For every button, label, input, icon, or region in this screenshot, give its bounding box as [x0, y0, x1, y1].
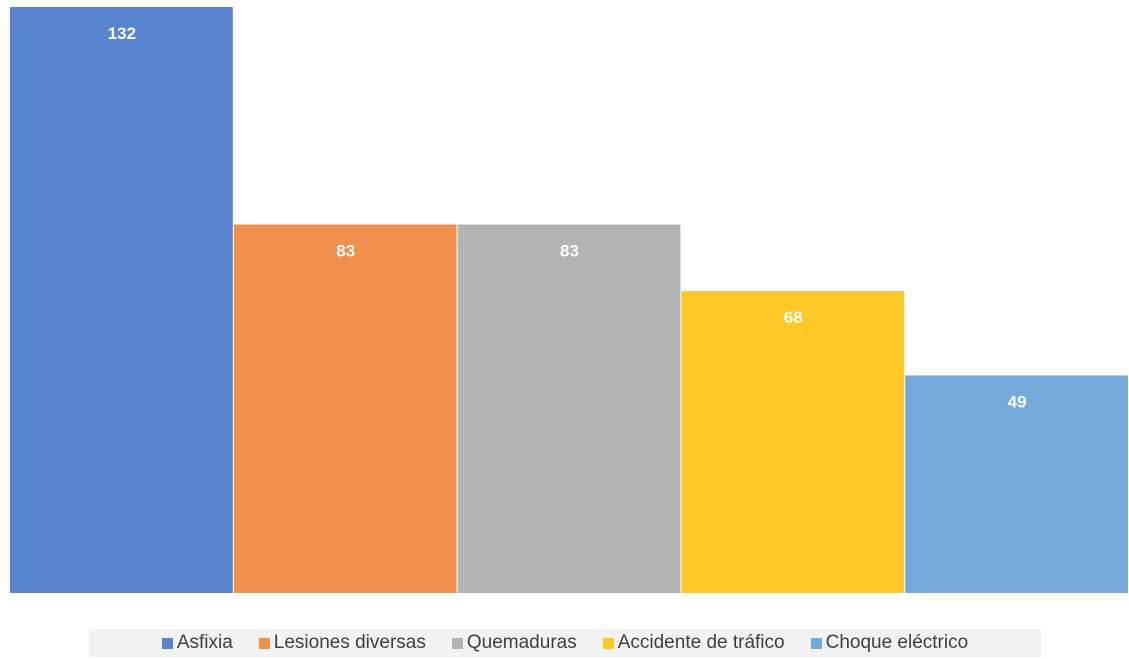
legend-swatch	[258, 637, 270, 649]
bar	[905, 375, 1128, 593]
value-label: 83	[336, 242, 355, 261]
bar	[457, 224, 681, 593]
bar	[10, 7, 233, 593]
legend-label: Quemaduras	[466, 632, 577, 653]
value-label: 132	[108, 24, 136, 43]
legend-item: Choque eléctrico	[810, 632, 969, 654]
legend-swatch	[810, 637, 822, 649]
chart: 132 83 83 68 49	[10, 7, 1128, 593]
legend: Asfixia Lesiones diversas Quemaduras Accide…	[89, 629, 1041, 657]
legend-item: Asfixia	[161, 632, 233, 654]
legend-swatch	[161, 637, 173, 649]
legend-item: Quemaduras	[451, 632, 577, 654]
legend-label: Accidente de tráfico	[617, 632, 785, 653]
legend-label: Asfixia	[176, 632, 233, 653]
legend-label: Choque eléctrico	[825, 632, 969, 653]
legend-label: Lesiones diversas	[273, 632, 426, 653]
value-label: 68	[784, 308, 803, 327]
legend-item: Lesiones diversas	[258, 632, 426, 654]
legend-swatch	[602, 637, 614, 649]
bar	[233, 224, 457, 593]
legend-item: Accidente de tráfico	[602, 632, 785, 654]
value-label: 83	[560, 242, 579, 261]
legend-swatch	[451, 637, 463, 649]
value-label: 49	[1008, 392, 1027, 411]
bar	[681, 291, 905, 593]
